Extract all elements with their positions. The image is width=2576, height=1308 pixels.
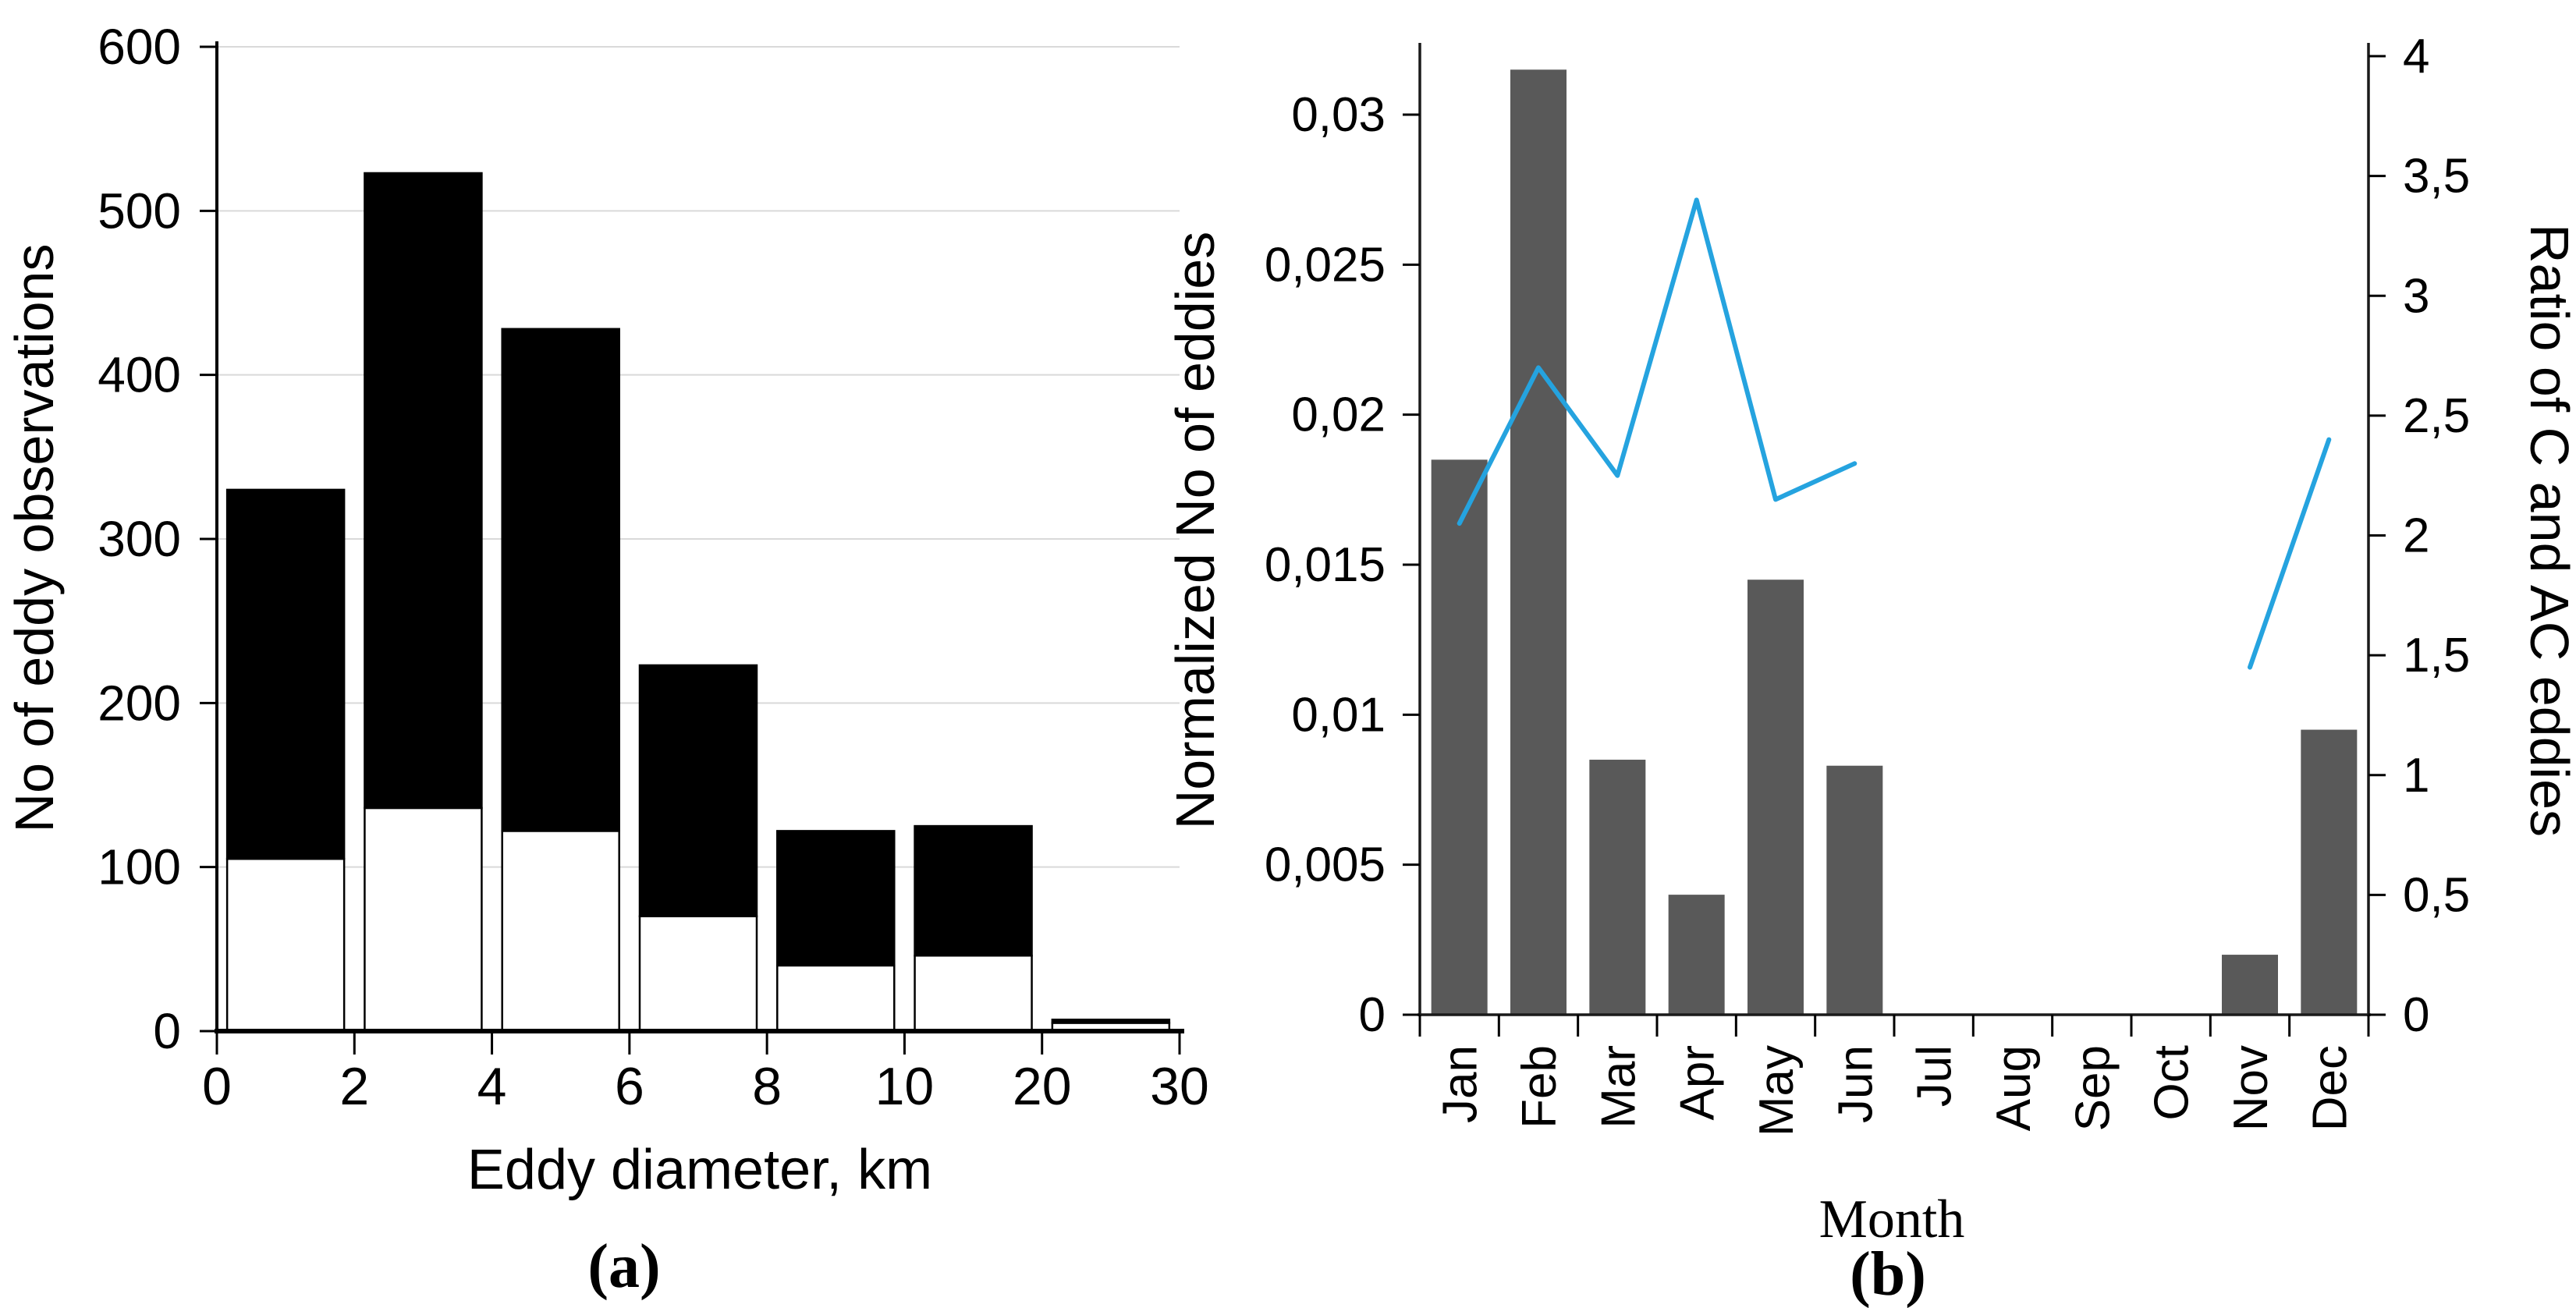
chart-a-bars [225,172,1171,1033]
month-bar [1431,459,1488,1015]
chart-a-tick-labels: 0 100 200 300 400 500 600 0 2 4 6 8 10 20 30 [98,19,1209,1116]
chart-b-axes [1403,43,2386,1037]
bar-segment-white [776,964,896,1033]
x-tick-label: 6 [615,1057,644,1116]
bar-segment-white [225,857,346,1033]
y-tick-label: 600 [98,19,181,75]
chart-a-axes [200,41,1184,1055]
right-tick-label: 4 [2403,30,2429,83]
left-tick-label: 0,02 [1291,388,1386,442]
right-tick-label: 0,5 [2403,868,2470,922]
bar-segment-white [501,830,620,1033]
chart-a-y-axis-title: No of eddy observations [4,244,65,833]
chart-a-caption: (a) [587,1232,660,1301]
month-label: Mar [1591,1045,1645,1129]
chart-b-bars [1431,69,2358,1015]
bar-segment-white [914,954,1033,1033]
month-label: Sep [2066,1045,2120,1131]
x-tick-label: 2 [339,1057,369,1116]
left-tick-label: 0,015 [1265,538,1386,592]
left-tick-label: 0 [1359,988,1386,1042]
left-tick-label: 0,025 [1265,238,1386,292]
y-tick-label: 0 [153,1003,181,1059]
month-label: Jan [1434,1045,1488,1123]
chart-b-caption: (b) [1850,1240,1926,1308]
bar-segment-black [501,328,620,832]
ratio-line-path [1457,197,2332,670]
month-label: Aug [1987,1045,2041,1131]
y-tick-label: 300 [98,511,181,567]
month-label: May [1750,1045,1804,1136]
bar-segment-white [638,915,758,1033]
month-bar [1589,760,1646,1015]
x-tick-label: 8 [752,1057,782,1116]
y-tick-label: 200 [98,675,181,731]
x-tick-label: 0 [202,1057,232,1116]
chart-b-tick-labels: 0 0,005 0,01 0,015 0,02 0,025 0,03 0 0,5 1 1,5 2 2,5… [1265,30,2470,1136]
chart-a-x-axis-title: Eddy diameter, km [467,1139,932,1201]
month-bar [1747,580,1804,1015]
bar-segment-black [364,172,483,810]
right-tick-label: 1 [2403,749,2429,803]
month-bar [1826,765,1883,1015]
month-label: Jun [1829,1045,1882,1123]
right-tick-label: 2,5 [2403,389,2470,443]
month-label: Oct [2145,1045,2199,1120]
bar-segment-black [1051,1019,1171,1024]
x-tick-label: 20 [1013,1057,1072,1116]
right-tick-label: 2 [2403,509,2429,563]
right-tick-label: 3,5 [2403,150,2470,204]
month-label: Jul [1908,1045,1962,1107]
bar-segment-black [914,824,1033,957]
x-tick-label: 30 [1150,1057,1209,1116]
right-tick-label: 0 [2403,988,2429,1042]
y-tick-label: 400 [98,347,181,403]
left-tick-label: 0,01 [1291,688,1386,742]
right-tick-label: 3 [2403,269,2429,323]
y-tick-label: 500 [98,183,181,239]
bar-segment-white [364,806,483,1033]
y-tick-label: 100 [98,839,181,895]
chart-a-stacked-histogram: 0 100 200 300 400 500 600 0 2 4 6 8 10 20 30 No of edd… [4,19,1209,1301]
month-bar [2222,955,2278,1015]
chart-b-right-axis-title: Ratio of C and AC eddies [2519,224,2576,837]
bar-segment-black [225,488,346,860]
month-bar [1510,69,1567,1015]
chart-b-x-axis-title: Month [1819,1189,1965,1250]
left-tick-label: 0,03 [1291,88,1386,142]
month-bar [1668,895,1725,1015]
month-bar [2301,729,2358,1015]
bar-segment-black [638,664,758,918]
left-tick-label: 0,005 [1265,838,1386,892]
x-tick-label: 4 [477,1057,507,1116]
month-label: Feb [1513,1045,1567,1129]
month-label: Apr [1671,1045,1725,1120]
month-label: Nov [2224,1045,2278,1131]
bar-segment-black [776,830,896,967]
month-label: Dec [2303,1045,2357,1131]
chart-b-left-axis-title: Normalized No of eddies [1165,232,1226,829]
x-tick-label: 10 [875,1057,935,1116]
chart-b-ratio-line [1457,197,2332,670]
right-tick-label: 1,5 [2403,629,2470,682]
chart-b-bar-line-combo: 0 0,005 0,01 0,015 0,02 0,025 0,03 0 0,5 1 1,5 2 2,5… [1165,30,2576,1308]
